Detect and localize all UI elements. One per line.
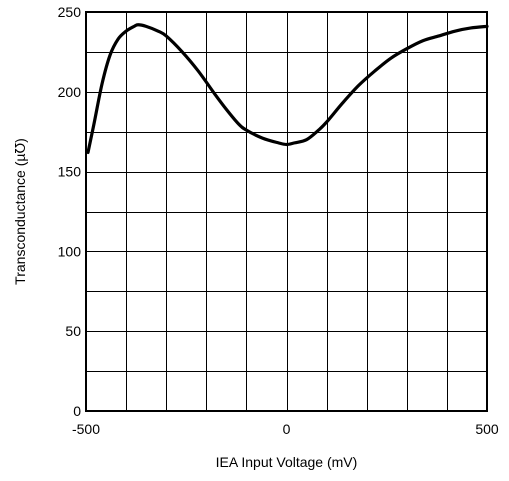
x-tick-label: -500	[72, 421, 100, 437]
y-tick-label: 200	[58, 84, 82, 100]
y-tick-label: 100	[58, 243, 82, 259]
y-tick-label: 0	[73, 403, 81, 419]
plot-frame	[85, 11, 488, 412]
y-axis-tick-labels: 0 50 100 150 200 250	[58, 4, 82, 419]
x-axis-tick-labels: -500 0 500	[72, 421, 499, 437]
y-axis-title: Transconductance (µ℧)	[12, 138, 28, 285]
x-tick-label: 500	[475, 421, 499, 437]
x-axis-title: IEA Input Voltage (mV)	[216, 454, 358, 470]
y-tick-label: 150	[58, 164, 82, 180]
series-line	[86, 23, 489, 155]
x-tick-label: 0	[283, 421, 291, 437]
grid	[86, 12, 487, 411]
y-tick-label: 50	[65, 323, 81, 339]
y-tick-label: 250	[58, 4, 82, 20]
